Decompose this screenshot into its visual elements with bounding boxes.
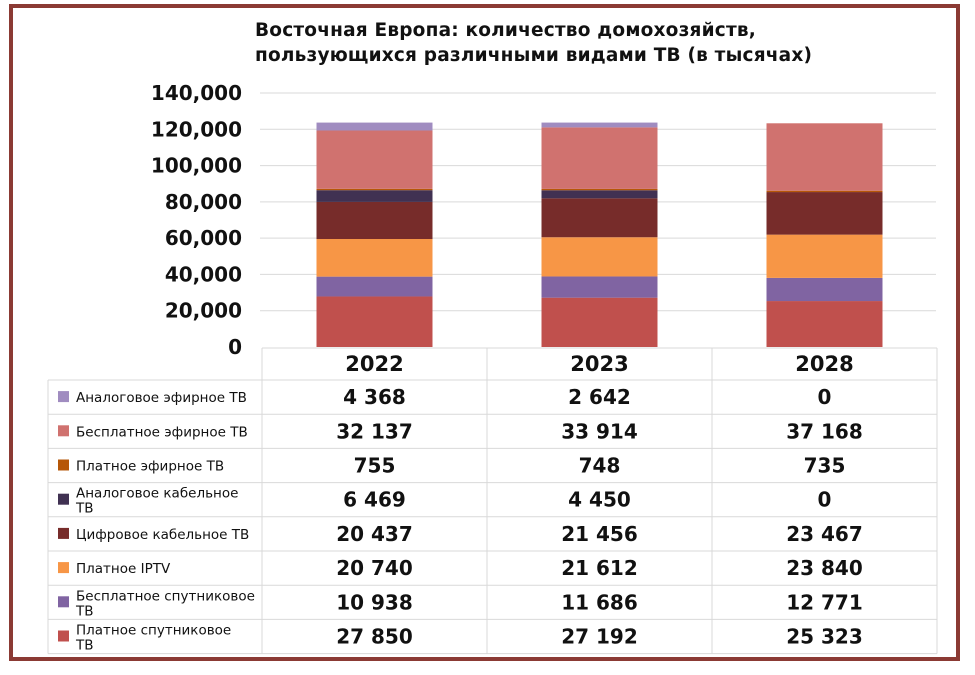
data-label: 11 686 xyxy=(561,590,638,614)
data-label: 4 368 xyxy=(343,385,406,409)
legend-label: Платное IPTV xyxy=(76,561,171,577)
chart-title-line-1: Восточная Европа: количество домохозяйст… xyxy=(255,20,757,41)
y-tick-label: 0 xyxy=(228,335,242,359)
y-tick-label: 40,000 xyxy=(165,262,242,286)
legend-swatch xyxy=(58,459,69,471)
bar-segment xyxy=(541,237,658,277)
data-label: 0 xyxy=(818,488,832,512)
bar-segment xyxy=(541,297,658,347)
x-category-label: 2028 xyxy=(795,352,853,376)
data-label: 20 437 xyxy=(336,522,413,546)
bar-segment xyxy=(766,234,883,278)
legend-label: Цифровое кабельное ТВ xyxy=(76,527,249,543)
bar-segment xyxy=(541,198,658,238)
legend-label: Аналоговое кабельное xyxy=(76,486,238,502)
legend-swatch xyxy=(58,527,69,539)
bar-segment xyxy=(766,301,883,347)
chart-title: Восточная Европа: количество домохозяйст… xyxy=(255,18,955,68)
y-tick-label: 60,000 xyxy=(165,226,242,250)
data-label: 755 xyxy=(354,454,396,478)
bar-segment xyxy=(316,190,433,202)
data-label: 0 xyxy=(818,385,832,409)
bar-segment xyxy=(316,276,433,297)
data-label: 25 323 xyxy=(786,625,863,649)
bar-segment xyxy=(316,296,433,347)
bar-segment xyxy=(766,192,883,235)
legend-swatch xyxy=(58,493,69,505)
x-category-label: 2022 xyxy=(345,352,403,376)
data-label: 12 771 xyxy=(786,590,863,614)
legend-label-continued: ТВ xyxy=(75,603,94,619)
bar-segment xyxy=(316,188,433,191)
legend-swatch xyxy=(58,630,69,642)
bar-segment xyxy=(316,122,433,131)
bar-segment xyxy=(541,122,658,128)
data-label: 33 914 xyxy=(561,419,638,443)
bar-segment xyxy=(316,201,433,239)
legend-swatch xyxy=(58,425,69,437)
bar-segment xyxy=(766,123,883,191)
legend-swatch xyxy=(58,562,69,574)
data-label: 735 xyxy=(804,454,846,478)
data-label: 748 xyxy=(579,454,621,478)
bar-segment xyxy=(766,190,883,193)
legend-label: Бесплатное эфирное ТВ xyxy=(76,424,248,440)
data-label: 37 168 xyxy=(786,419,863,443)
bar-segment xyxy=(316,130,433,189)
y-tick-label: 80,000 xyxy=(165,190,242,214)
chart-title-line-2: пользующихся различными видами ТВ (в тыс… xyxy=(255,45,813,66)
bar-segment xyxy=(541,276,658,298)
bar-segment xyxy=(541,188,658,191)
data-label: 6 469 xyxy=(343,488,406,512)
bar-segment xyxy=(541,190,658,199)
data-label: 10 938 xyxy=(336,590,413,614)
data-label: 27 192 xyxy=(561,625,638,649)
legend-label: Платное эфирное ТВ xyxy=(76,459,224,475)
y-tick-label: 20,000 xyxy=(165,299,242,323)
legend-label-continued: ТВ xyxy=(75,638,94,654)
data-label: 21 456 xyxy=(561,522,638,546)
data-label: 32 137 xyxy=(336,419,413,443)
bar-segment xyxy=(316,238,433,277)
data-label: 2 642 xyxy=(568,385,631,409)
bar-segment xyxy=(541,127,658,189)
y-tick-label: 140,000 xyxy=(151,81,242,105)
legend-label: Бесплатное спутниковое xyxy=(76,588,255,604)
bar-segment xyxy=(766,277,883,302)
legend-label-continued: ТВ xyxy=(75,501,94,517)
data-label: 23 467 xyxy=(786,522,863,546)
x-category-label: 2023 xyxy=(570,352,628,376)
data-label: 27 850 xyxy=(336,625,413,649)
data-label: 4 450 xyxy=(568,488,631,512)
legend-label: Аналоговое эфирное ТВ xyxy=(76,390,247,406)
data-label: 20 740 xyxy=(336,556,413,580)
data-label: 21 612 xyxy=(561,556,638,580)
y-tick-label: 120,000 xyxy=(151,117,242,141)
legend-swatch xyxy=(58,391,69,403)
data-label: 23 840 xyxy=(786,556,863,580)
y-tick-label: 100,000 xyxy=(151,154,242,178)
legend-label: Платное спутниковое xyxy=(76,623,231,639)
legend-swatch xyxy=(58,596,69,608)
